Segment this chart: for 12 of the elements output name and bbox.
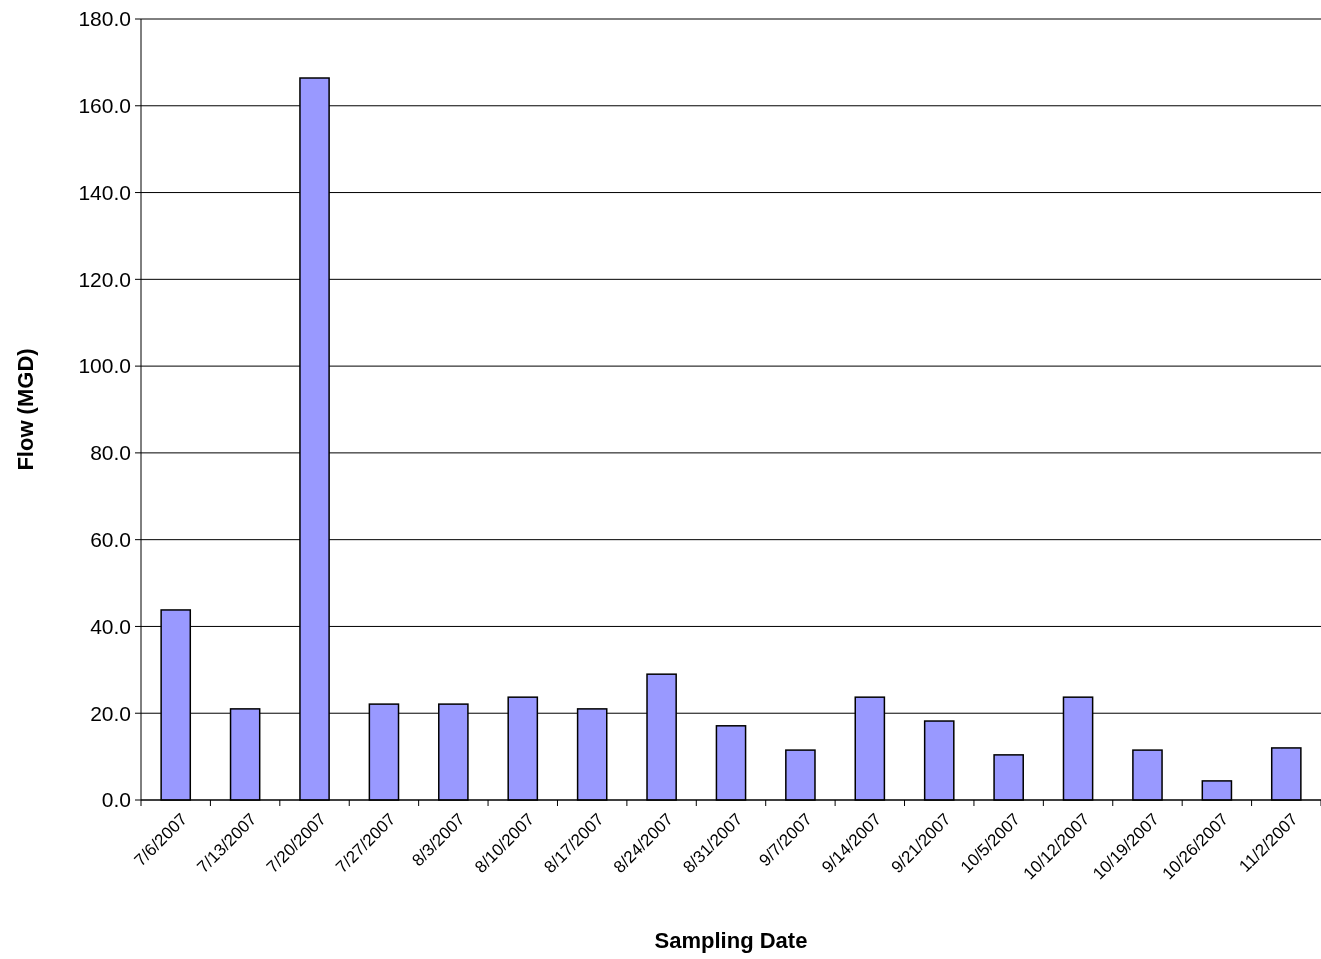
y-tick-label: 20.0: [90, 701, 131, 725]
y-tick-label: 80.0: [90, 441, 131, 465]
y-tick-label: 180.0: [78, 7, 131, 31]
y-tick-label: 40.0: [90, 614, 131, 638]
y-tick-label: 0.0: [101, 788, 131, 812]
y-tick-label: 100.0: [78, 354, 131, 378]
y-tick-label: 60.0: [90, 528, 131, 552]
y-axis-title: Flow (MGD): [13, 348, 38, 471]
y-tick-label: 120.0: [78, 267, 131, 291]
y-tick-label: 160.0: [78, 94, 131, 118]
y-tick-label: 140.0: [78, 180, 131, 204]
x-axis-title: Sampling Date: [654, 928, 808, 953]
